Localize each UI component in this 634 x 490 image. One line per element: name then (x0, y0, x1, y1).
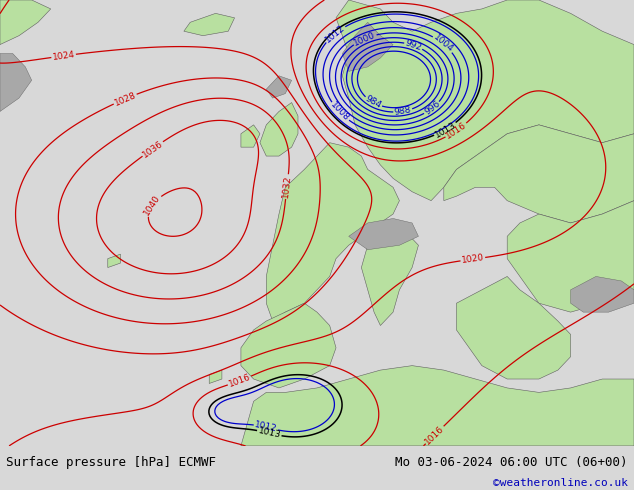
Polygon shape (241, 125, 260, 147)
Polygon shape (266, 143, 399, 321)
Polygon shape (241, 366, 634, 446)
Text: 1012: 1012 (323, 23, 347, 45)
Polygon shape (456, 276, 571, 379)
Polygon shape (0, 0, 51, 45)
Polygon shape (507, 201, 634, 312)
Text: 1016: 1016 (227, 372, 252, 389)
Polygon shape (336, 0, 634, 201)
Text: 1028: 1028 (113, 90, 138, 108)
Text: 1036: 1036 (141, 139, 165, 159)
Text: Surface pressure [hPa] ECMWF: Surface pressure [hPa] ECMWF (6, 456, 216, 469)
Text: 1004: 1004 (432, 33, 455, 54)
Text: 1016: 1016 (424, 424, 446, 446)
Text: 1008: 1008 (328, 100, 351, 123)
Text: 1013: 1013 (257, 426, 281, 440)
Polygon shape (209, 370, 222, 384)
Polygon shape (260, 102, 298, 156)
Text: 996: 996 (423, 99, 442, 117)
Text: 1000: 1000 (353, 30, 377, 48)
Text: 1032: 1032 (281, 175, 293, 198)
Polygon shape (0, 53, 32, 112)
Text: 1020: 1020 (461, 253, 485, 265)
Text: 988: 988 (394, 105, 412, 117)
Polygon shape (266, 76, 292, 98)
Text: 1012: 1012 (254, 420, 278, 434)
Polygon shape (241, 303, 336, 388)
Text: 992: 992 (404, 38, 423, 52)
Text: ©weatheronline.co.uk: ©weatheronline.co.uk (493, 478, 628, 489)
Polygon shape (108, 254, 120, 268)
Polygon shape (444, 125, 634, 223)
Text: 1016: 1016 (444, 121, 469, 141)
Text: 1040: 1040 (143, 193, 162, 217)
Polygon shape (361, 223, 418, 325)
Text: Mo 03-06-2024 06:00 UTC (06+00): Mo 03-06-2024 06:00 UTC (06+00) (395, 456, 628, 469)
Polygon shape (571, 276, 634, 312)
Polygon shape (349, 219, 418, 250)
Polygon shape (184, 13, 235, 36)
Polygon shape (342, 22, 393, 72)
Text: 984: 984 (363, 95, 383, 111)
Text: 1013: 1013 (433, 120, 458, 139)
Text: 1024: 1024 (52, 50, 75, 62)
